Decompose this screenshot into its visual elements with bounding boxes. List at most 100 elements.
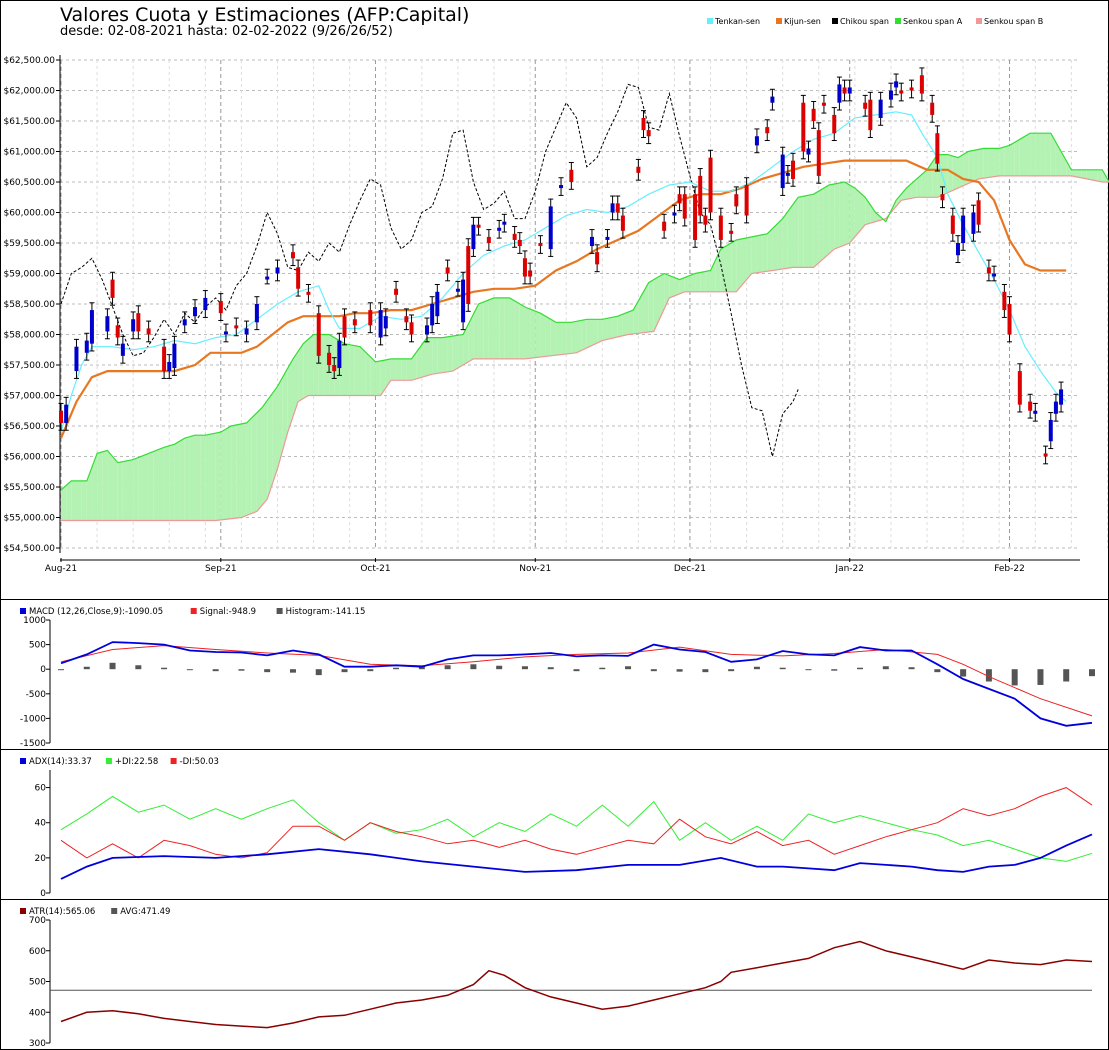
kumo-cloud-bullish bbox=[231, 424, 237, 519]
candle-body bbox=[218, 300, 223, 314]
legend-label: Chikou span bbox=[840, 17, 889, 26]
kumo-cloud-bullish bbox=[437, 337, 443, 374]
panel-y-tick-label: 60 bbox=[35, 784, 47, 794]
kumo-cloud-bullish bbox=[535, 311, 541, 358]
kumo-cloud-bullish bbox=[421, 337, 428, 378]
price-y-tick-label: $56,000.00 bbox=[3, 453, 55, 463]
kumo-cloud-bullish bbox=[839, 182, 845, 248]
kumo-cloud-bullish bbox=[561, 322, 567, 355]
adx-line bbox=[60, 833, 1093, 880]
kumo-cloud-bullish bbox=[189, 435, 196, 521]
candle-body bbox=[646, 130, 651, 137]
panel-legend-swatch bbox=[20, 908, 26, 914]
kumo-cloud-bullish bbox=[483, 299, 489, 359]
kumo-cloud-bullish bbox=[282, 368, 288, 451]
candle-body bbox=[1059, 389, 1064, 405]
kumo-cloud-bullish bbox=[97, 451, 103, 521]
kumo-cloud-bullish bbox=[246, 417, 252, 516]
kumo-cloud-bullish bbox=[1086, 169, 1092, 180]
kumo-cloud-bullish bbox=[658, 273, 665, 321]
panel-y-tick-label: -1500 bbox=[20, 739, 46, 749]
kumo-cloud-bullish bbox=[457, 334, 464, 369]
price-y-tick-label: $60,000.00 bbox=[3, 209, 55, 219]
candle-body bbox=[435, 291, 440, 317]
macd-histogram-bar bbox=[161, 667, 168, 670]
macd-histogram-bar bbox=[831, 669, 838, 671]
kumo-cloud-bullish bbox=[793, 197, 799, 268]
candle-body bbox=[976, 200, 981, 225]
panel-y-tick-label: 40 bbox=[35, 819, 47, 829]
macd-histogram-bar bbox=[908, 667, 915, 670]
candle-body bbox=[193, 307, 198, 317]
panel-legend-swatch bbox=[276, 608, 283, 614]
macd-histogram-bar bbox=[341, 669, 348, 673]
macd-histogram-bar bbox=[934, 669, 941, 673]
candle-body bbox=[698, 175, 703, 216]
kumo-cloud-bullish bbox=[602, 318, 608, 341]
kumo-cloud-bullish bbox=[834, 183, 840, 250]
candle-body bbox=[888, 90, 893, 100]
candle-body bbox=[548, 206, 553, 250]
kumo-cloud-bullish bbox=[550, 319, 556, 356]
kumo-cloud-bullish bbox=[359, 346, 366, 396]
macd-histogram-bar bbox=[573, 669, 580, 672]
kumo-cloud-bullish bbox=[463, 324, 469, 365]
panel-legend-label: ADX(14):33.37 bbox=[29, 757, 92, 767]
kumo-cloud-bullish bbox=[390, 358, 397, 381]
panel-legend-label: +DI:22.58 bbox=[115, 757, 158, 767]
legend-swatch bbox=[832, 18, 838, 24]
macd-line bbox=[60, 641, 1093, 727]
kumo-cloud-bullish bbox=[643, 282, 649, 333]
candle-body bbox=[74, 346, 79, 372]
candle-body bbox=[1043, 453, 1048, 457]
kumo-cloud-bullish bbox=[205, 434, 211, 521]
kumo-cloud-bullish bbox=[875, 212, 881, 222]
legend-label: Tenkan-sen bbox=[714, 17, 760, 26]
kumo-cloud-bullish bbox=[1024, 133, 1031, 176]
candle-body bbox=[961, 215, 966, 243]
kumo-cloud-bullish bbox=[380, 359, 386, 396]
candle-body bbox=[394, 288, 399, 295]
candle-body bbox=[801, 102, 806, 152]
kumo-cloud-bullish bbox=[921, 169, 928, 198]
macd-histogram-bar bbox=[496, 665, 503, 670]
candle-body bbox=[404, 316, 409, 323]
candle-body bbox=[167, 361, 172, 372]
price-y-tick-label: $55,000.00 bbox=[3, 514, 55, 524]
price-y-tick-label: $61,500.00 bbox=[3, 117, 55, 127]
kumo-cloud-bullish bbox=[911, 178, 917, 199]
kumo-cloud-bullish bbox=[1040, 133, 1046, 176]
candle-body bbox=[296, 267, 301, 289]
macd-histogram-bar bbox=[83, 666, 90, 670]
kumo-cloud-bullish bbox=[411, 351, 417, 381]
candle-body bbox=[842, 87, 847, 94]
candle-body bbox=[115, 325, 120, 338]
candle-body bbox=[847, 87, 852, 94]
kumo-cloud-bullish bbox=[720, 246, 726, 292]
kumo-cloud-bullish bbox=[844, 182, 850, 246]
kumo-cloud-bullish bbox=[617, 314, 623, 337]
kumo-cloud-bullish bbox=[174, 441, 180, 521]
kijun-sen-line bbox=[59, 159, 1067, 439]
candle-body bbox=[425, 325, 430, 335]
kumo-cloud-bullish bbox=[777, 218, 783, 270]
kumo-cloud-bullish bbox=[143, 453, 149, 521]
kumo-cloud-bullish bbox=[669, 275, 675, 298]
macd-histogram-bar bbox=[547, 667, 554, 670]
candle-body bbox=[636, 166, 641, 173]
legend-swatch bbox=[776, 18, 782, 24]
kumo-cloud-bullish bbox=[138, 455, 144, 521]
kumo-cloud-bullish bbox=[1019, 136, 1025, 176]
candle-body bbox=[136, 313, 141, 332]
price-x-tick-label: Feb-22 bbox=[994, 564, 1025, 574]
candle-body bbox=[337, 340, 342, 369]
candle-body bbox=[105, 316, 110, 332]
panel-legend-label: Signal:-948.9 bbox=[200, 607, 256, 617]
macd-histogram-bar bbox=[367, 669, 374, 672]
candle-body bbox=[182, 319, 187, 326]
kumo-cloud-bullish bbox=[1076, 169, 1082, 178]
kumo-cloud-bullish bbox=[262, 400, 268, 506]
candle-body bbox=[89, 310, 94, 344]
plus-di-line bbox=[60, 795, 1093, 862]
price-y-tick-label: $59,500.00 bbox=[3, 239, 55, 249]
